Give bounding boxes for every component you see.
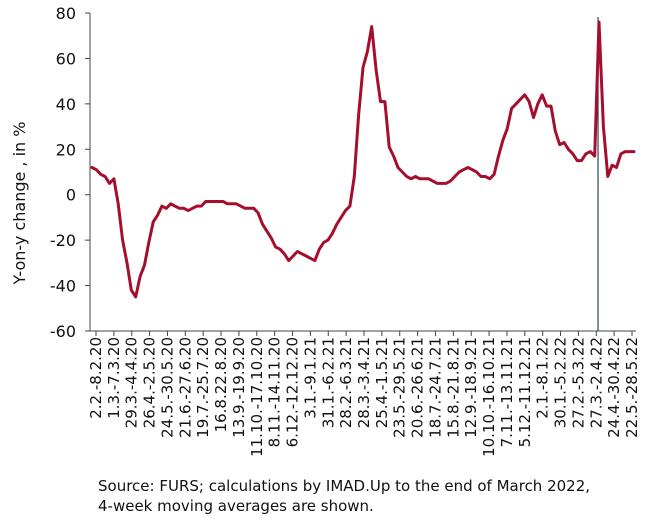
x-tick-label: 8.11.-14.11.20 bbox=[266, 337, 284, 447]
series-layer bbox=[90, 20, 636, 299]
x-tick-label: 28.3.-3.4.21 bbox=[355, 337, 373, 428]
x-tick-label: 12.9.-18.9.21 bbox=[462, 337, 480, 438]
source-note-line-1: Source: FURS; calculations by IMAD.Up to… bbox=[98, 477, 591, 495]
x-tick-label: 28.2.-6.3.21 bbox=[337, 337, 355, 428]
x-tick-label: 2.2.-8.2.20 bbox=[87, 337, 105, 419]
x-tick-label: 31.1.-6.2.21 bbox=[319, 337, 337, 428]
x-tick-label: 29.3.-4.4.20 bbox=[123, 337, 141, 428]
x-tick-label: 22.5.-28.5.22 bbox=[623, 337, 641, 438]
x-tick-label: 20.6.-26.6.21 bbox=[409, 337, 427, 438]
x-tick-label: 24.4.-30.4.22 bbox=[605, 337, 623, 438]
x-tick-label: 26.4.-2.5.20 bbox=[141, 337, 159, 428]
x-tick-label: 25.4.-1.5.21 bbox=[373, 337, 391, 428]
y-tick-label: -20 bbox=[50, 231, 76, 250]
x-tick-label: 21.6.-27.6.20 bbox=[176, 337, 194, 438]
x-tick-label: 30.1.-5.2.22 bbox=[552, 337, 570, 428]
x-tick-label: 23.5.-29.5.21 bbox=[391, 337, 409, 438]
y-tick-label: -60 bbox=[50, 322, 76, 341]
y-tick-label: -40 bbox=[50, 277, 76, 296]
x-tick-label: 5.12.-11.12.21 bbox=[516, 337, 534, 447]
x-tick-label: 27.2.-5.3.22 bbox=[569, 337, 587, 428]
x-tick-label: 7.11.-13.11.21 bbox=[498, 337, 516, 447]
x-tick-label: 10.10.-16.10.21 bbox=[480, 337, 498, 457]
x-tick-label: 2.1.-8.1.22 bbox=[534, 337, 552, 419]
x-tick-label: 24.5.-30.5.20 bbox=[158, 337, 176, 438]
y-axis-label: Y-on-y change , in % bbox=[10, 122, 29, 286]
x-tick-label: 11.10.-17.10.20 bbox=[248, 337, 266, 457]
y-tick-label: 20 bbox=[56, 140, 76, 159]
x-tick-label: 16.8.22.8.20 bbox=[212, 337, 230, 432]
y-tick-label: 80 bbox=[56, 4, 76, 23]
source-note: Source: FURS; calculations by IMAD.Up to… bbox=[98, 476, 638, 516]
y-axis-ticks: 80 60 40 20 0 -20 -40 -60 bbox=[50, 4, 90, 341]
x-tick-label: 13.9.-19.9.20 bbox=[230, 337, 248, 438]
axes bbox=[89, 13, 636, 332]
x-tick-label: 15.8.-21.8.21 bbox=[444, 337, 462, 438]
x-tick-label: 6.12.-12.12.20 bbox=[284, 337, 302, 447]
x-tick-label: 27.3.-2.4.22 bbox=[587, 337, 605, 428]
x-tick-label: 1.3.-7.3.20 bbox=[105, 337, 123, 419]
x-axis-ticks: 2.2.-8.2.20 1.3.-7.3.20 29.3.-4.4.20 26.4.-… bbox=[87, 331, 641, 457]
x-tick-label: 19.7.-25.7.20 bbox=[194, 337, 212, 438]
series-line-0 bbox=[90, 20, 636, 299]
y-tick-label: 0 bbox=[66, 186, 76, 205]
y-tick-label: 60 bbox=[56, 49, 76, 68]
x-tick-label: 18.7.-24.7.21 bbox=[426, 337, 444, 438]
x-tick-label: 3.1.-9.1.21 bbox=[301, 337, 319, 419]
y-tick-label: 40 bbox=[56, 95, 76, 114]
source-note-line-2: 4-week moving averages are shown. bbox=[98, 497, 374, 515]
